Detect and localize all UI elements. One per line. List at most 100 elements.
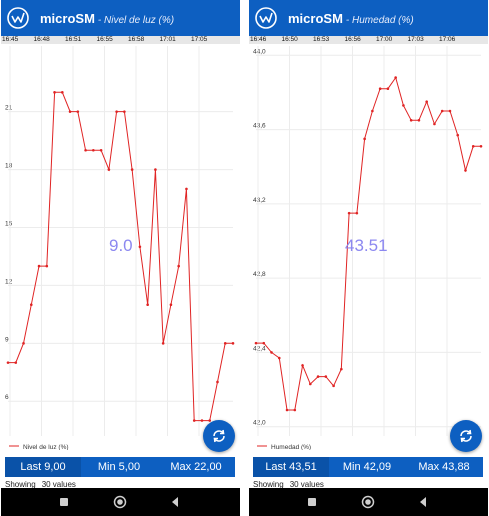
y-tick-label: 42,8 xyxy=(253,271,266,278)
time-tick-label: 17:05 xyxy=(191,36,207,44)
data-point xyxy=(394,76,397,79)
sensor-name: - Nivel de luz (%) xyxy=(98,15,174,26)
data-point xyxy=(278,357,281,360)
luz-screen: microSM - Nivel de luz (%) 16:45 16:48 16:5… xyxy=(1,0,240,516)
stat-max[interactable]: Max 22,00 xyxy=(157,457,235,477)
data-point xyxy=(309,383,312,386)
data-point xyxy=(270,351,273,354)
data-point xyxy=(61,91,64,94)
time-axis: 16:45 16:48 16:51 16:55 16:58 17:01 17:05 xyxy=(1,36,240,44)
refresh-icon xyxy=(211,428,227,444)
time-tick-label: 16:50 xyxy=(282,36,298,44)
time-tick-label: 16:46 xyxy=(250,36,266,44)
data-point xyxy=(131,168,134,171)
current-value: 9.0 xyxy=(109,236,133,256)
humedad-screen: microSM - Humedad (%) 16:46 16:50 16:53 16:5… xyxy=(249,0,488,516)
data-point xyxy=(441,110,444,113)
data-point xyxy=(224,342,227,345)
data-point xyxy=(449,110,452,113)
data-point xyxy=(325,375,328,378)
data-point xyxy=(170,303,173,306)
system-nav-bar xyxy=(1,488,240,516)
app-bar: microSM - Nivel de luz (%) xyxy=(1,0,240,36)
stat-last[interactable]: Last 9,00 xyxy=(5,457,81,477)
y-tick-label: 12 xyxy=(5,278,13,285)
data-point xyxy=(201,419,204,422)
data-point xyxy=(293,409,296,412)
data-point xyxy=(262,342,265,345)
time-axis: 16:46 16:50 16:53 16:56 17:00 17:03 17:06 xyxy=(249,36,488,44)
current-value: 43.51 xyxy=(345,236,388,256)
back-icon[interactable] xyxy=(168,495,182,509)
data-point xyxy=(177,265,180,268)
data-point xyxy=(146,303,149,306)
data-point xyxy=(69,110,72,113)
time-tick-label: 17:01 xyxy=(160,36,176,44)
sensor-name: - Humedad (%) xyxy=(346,15,414,26)
back-icon[interactable] xyxy=(416,495,430,509)
time-tick-label: 16:45 xyxy=(2,36,18,44)
data-point xyxy=(77,110,80,113)
data-point xyxy=(7,361,10,364)
stat-min[interactable]: Min 42,09 xyxy=(329,457,405,477)
y-tick-label: 44,0 xyxy=(253,48,266,55)
data-point xyxy=(356,212,359,215)
app-title: microSM - Nivel de luz (%) xyxy=(40,11,174,26)
home-icon[interactable] xyxy=(361,495,375,509)
data-point xyxy=(84,149,87,152)
data-point xyxy=(162,342,165,345)
y-tick-label: 42,0 xyxy=(253,420,266,427)
data-point xyxy=(472,145,475,148)
data-point xyxy=(30,303,33,306)
data-point xyxy=(115,110,118,113)
app-logo-icon xyxy=(7,7,29,29)
recents-icon[interactable] xyxy=(305,495,319,509)
data-point xyxy=(332,385,335,388)
data-point xyxy=(387,87,390,90)
y-tick-label: 6 xyxy=(5,394,9,401)
stats-bar: Last 43,51 Min 42,09 Max 43,88 xyxy=(253,457,483,477)
app-logo-icon xyxy=(255,7,277,29)
data-point xyxy=(464,169,467,172)
data-point xyxy=(456,134,459,137)
stat-max[interactable]: Max 43,88 xyxy=(405,457,483,477)
data-point xyxy=(255,342,258,345)
refresh-icon xyxy=(458,428,474,444)
data-point xyxy=(480,145,483,148)
legend-label: Nivel de luz (%) xyxy=(23,444,69,450)
data-point xyxy=(371,110,374,113)
data-point xyxy=(379,87,382,90)
refresh-button[interactable] xyxy=(450,420,482,452)
app-bar: microSM - Humedad (%) xyxy=(249,0,488,36)
data-point xyxy=(433,123,436,126)
data-point xyxy=(340,368,343,371)
data-point xyxy=(154,168,157,171)
refresh-button[interactable] xyxy=(203,420,235,452)
y-tick-label: 15 xyxy=(5,220,13,227)
data-point xyxy=(317,375,320,378)
time-tick-label: 16:58 xyxy=(128,36,144,44)
stat-last[interactable]: Last 43,51 xyxy=(253,457,329,477)
data-point xyxy=(100,149,103,152)
data-point xyxy=(348,212,351,215)
home-icon[interactable] xyxy=(113,495,127,509)
y-tick-label: 9 xyxy=(5,336,9,343)
data-point xyxy=(301,364,304,367)
legend-label: Humedad (%) xyxy=(271,444,311,450)
stat-min[interactable]: Min 5,00 xyxy=(81,457,157,477)
data-point xyxy=(286,409,289,412)
data-point xyxy=(363,138,366,141)
data-point xyxy=(402,104,405,107)
recents-icon[interactable] xyxy=(57,495,71,509)
app-title: microSM - Humedad (%) xyxy=(288,11,414,26)
time-tick-label: 16:51 xyxy=(65,36,81,44)
data-point xyxy=(38,265,41,268)
y-tick-label: 21 xyxy=(5,105,13,112)
data-point xyxy=(418,119,421,122)
data-point xyxy=(123,110,126,113)
data-point xyxy=(14,361,17,364)
time-tick-label: 16:48 xyxy=(34,36,50,44)
data-point xyxy=(53,91,56,94)
time-tick-label: 17:00 xyxy=(376,36,392,44)
data-point xyxy=(22,342,25,345)
